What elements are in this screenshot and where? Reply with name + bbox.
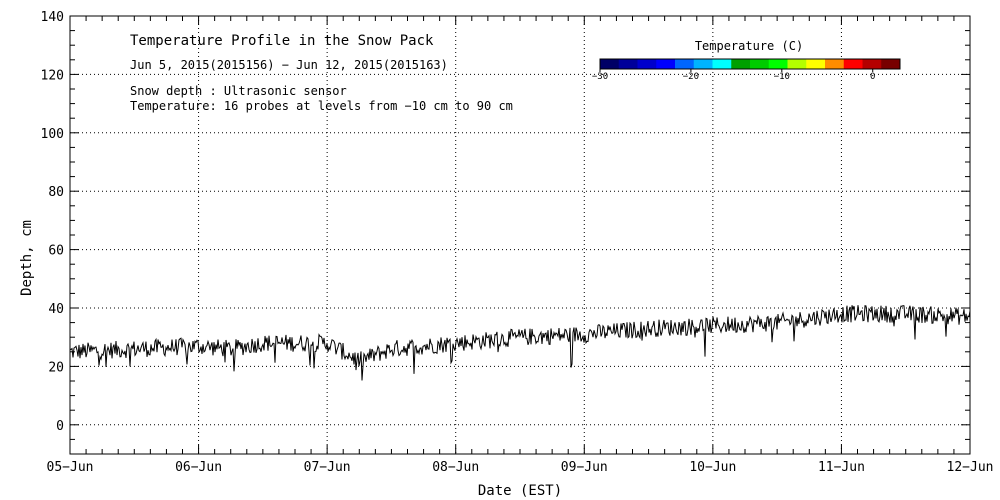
colorbar-swatch bbox=[712, 59, 732, 69]
x-tick-label: 12−Jun bbox=[947, 460, 994, 475]
colorbar-swatch bbox=[600, 59, 620, 69]
colorbar: −30 −20 −10 0 bbox=[592, 58, 901, 82]
y-tick-label: 60 bbox=[48, 244, 64, 259]
snow-depth-line bbox=[69, 305, 971, 381]
colorbar-tick-label: −20 bbox=[683, 72, 699, 82]
colorbar-swatch bbox=[787, 59, 807, 69]
colorbar-title: Temperature (C) bbox=[695, 39, 803, 53]
colorbar-swatch bbox=[768, 59, 788, 69]
y-axis-title: Depth, cm bbox=[19, 220, 35, 296]
x-tick-label: 05−Jun bbox=[47, 460, 94, 475]
colorbar-swatch bbox=[806, 59, 826, 69]
x-tick-label: 09−Jun bbox=[561, 460, 608, 475]
colorbar-swatch bbox=[637, 59, 657, 69]
y-tick-label: 100 bbox=[41, 127, 64, 142]
x-tick-label: 10−Jun bbox=[689, 460, 736, 475]
x-axis-title: Date (EST) bbox=[478, 483, 562, 499]
y-tick-label: 20 bbox=[48, 360, 64, 375]
colorbar-swatch bbox=[862, 59, 882, 69]
y-tick-label: 0 bbox=[56, 419, 64, 434]
x-tick-label: 07−Jun bbox=[304, 460, 351, 475]
axis-ticks bbox=[69, 15, 971, 455]
colorbar-swatch bbox=[731, 59, 751, 69]
colorbar-tick-label: −10 bbox=[774, 72, 790, 82]
series-layer bbox=[69, 305, 971, 381]
colorbar-swatch bbox=[693, 59, 713, 69]
x-tick-label: 06−Jun bbox=[175, 460, 222, 475]
y-tick-label: 80 bbox=[48, 185, 64, 200]
colorbar-tick-label: −30 bbox=[592, 72, 608, 82]
x-tick-labels: 05−Jun 06−Jun 07−Jun 08−Jun 09−Jun 10−Jun 11−J… bbox=[47, 460, 994, 475]
colorbar-swatch bbox=[656, 59, 676, 69]
colorbar-swatch bbox=[618, 59, 638, 69]
colorbar-swatch bbox=[750, 59, 770, 69]
chart-subtitle: Jun 5, 2015(2015156) − Jun 12, 2015(2015… bbox=[130, 58, 448, 72]
colorbar-frame bbox=[599, 58, 901, 70]
plot-frame bbox=[69, 15, 971, 455]
annotation-temperature: Temperature: 16 probes at levels from −1… bbox=[130, 99, 513, 113]
chart-title: Temperature Profile in the Snow Pack bbox=[130, 33, 434, 49]
annotation-snow-depth: Snow depth : Ultrasonic sensor bbox=[130, 84, 347, 98]
grid-lines bbox=[70, 16, 970, 454]
colorbar-swatch bbox=[675, 59, 695, 69]
colorbar-tick-label: 0 bbox=[870, 72, 875, 82]
colorbar-swatch bbox=[843, 59, 863, 69]
y-tick-label: 40 bbox=[48, 302, 64, 317]
colorbar-swatch bbox=[881, 59, 901, 69]
x-tick-label: 11−Jun bbox=[818, 460, 865, 475]
colorbar-swatch bbox=[825, 59, 845, 69]
y-tick-label: 120 bbox=[41, 68, 64, 83]
y-tick-labels: 0 20 40 60 80 100 120 140 bbox=[41, 10, 64, 434]
y-tick-label: 140 bbox=[41, 10, 64, 25]
x-tick-label: 08−Jun bbox=[432, 460, 479, 475]
